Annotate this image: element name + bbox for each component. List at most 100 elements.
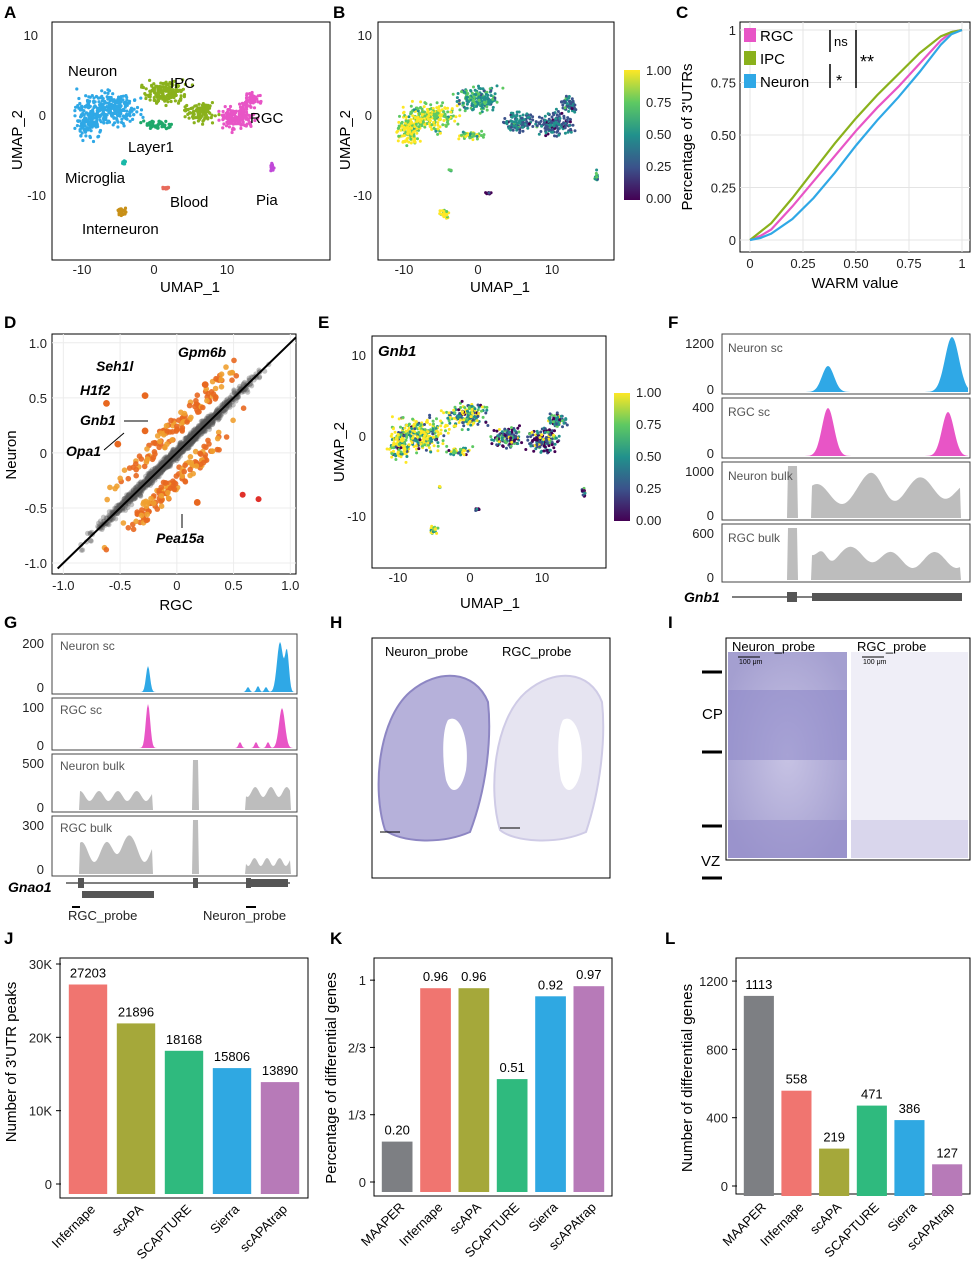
d-gene-point (187, 433, 193, 439)
umap-cell-point (471, 411, 474, 415)
panel-letter-k: K (330, 929, 343, 948)
umap-cell-point (423, 125, 427, 129)
umap-cell-point (438, 209, 442, 213)
a-cell-point (181, 87, 185, 91)
umap-cell-point (541, 438, 545, 441)
umap-cell-point (417, 111, 421, 115)
a-cell-point (250, 98, 254, 102)
a-cell-point (162, 81, 166, 85)
d-gene-point (219, 411, 225, 417)
umap-cell-point (498, 432, 502, 436)
a-cell-point (100, 99, 104, 103)
e-colorbar (614, 393, 630, 521)
umap-cell-point (509, 444, 513, 448)
umap-cell-point (495, 100, 499, 104)
umap-cell-point (453, 119, 457, 123)
umap-cell-point (554, 436, 558, 440)
umap-cell-point (442, 411, 446, 415)
d-sig-gene-point (164, 441, 170, 447)
umap-cell-point (527, 122, 531, 126)
panel-i: Neuron_probe RGC_probe 100 μm 100 μm CP … (701, 637, 971, 880)
umap-cell-point (457, 408, 461, 412)
umap-cell-point (403, 426, 407, 430)
bar-j-category-label: Infernape (49, 1202, 98, 1251)
d-gene-point (106, 522, 112, 528)
d-sig-gene-point (186, 402, 193, 409)
a-cell-point (148, 78, 152, 82)
a-cell-point (127, 112, 131, 117)
umap-cell-point (397, 126, 401, 130)
umap-cell-point (485, 108, 489, 112)
c-ytick: 0.50 (711, 128, 736, 143)
d-sig-gene-point (143, 503, 150, 510)
g-max-0: 200 (22, 636, 44, 651)
umap-cell-point (537, 132, 541, 136)
d-sig-gene-point (218, 376, 224, 383)
a-cell-point (106, 91, 110, 95)
bar-l-bar-scapture (856, 1105, 887, 1196)
d-highlight-point-opa1 (114, 440, 122, 448)
a-cell-point (187, 116, 191, 120)
umap-cell-point (437, 118, 441, 122)
umap-cell-point (407, 123, 411, 127)
a-cell-point (198, 113, 202, 117)
umap-cell-point (413, 140, 417, 144)
umap-cell-point (410, 121, 413, 125)
d-gene-point (236, 385, 242, 391)
umap-cell-point (543, 114, 547, 118)
panel-letter-l: L (665, 929, 675, 948)
a-cell-point (248, 116, 252, 120)
umap-cell-point (540, 433, 544, 437)
d-gene-point (191, 437, 197, 443)
umap-cell-point (544, 124, 548, 128)
d-highlight-label-gnb1: Gnb1 (80, 412, 116, 428)
umap-cell-point (564, 417, 568, 421)
d-sig-gene-point (165, 489, 171, 496)
panel-letter-a: A (4, 3, 16, 22)
umap-cell-point (540, 116, 544, 120)
a-cell-point (90, 94, 94, 98)
bar-j-value-label: 27203 (70, 966, 106, 981)
umap-cell-point (435, 429, 439, 433)
umap-cell-point (520, 441, 524, 445)
umap-cell-point (429, 436, 433, 440)
d-gene-point (190, 438, 196, 444)
panel-letter-g: G (4, 613, 17, 632)
d-gene-point (131, 496, 137, 502)
d-sig-gene-point (223, 364, 229, 370)
umap-cell-point (466, 422, 470, 426)
a-cell-point (132, 107, 136, 111)
l-ylabel: Number of differential genes (679, 984, 696, 1172)
c-lines (749, 28, 963, 242)
bar-j-category-label: scAPA (109, 1201, 147, 1239)
d-xtick: -1.0 (52, 578, 74, 593)
umap-cell-point (556, 129, 560, 133)
d-gene-point (124, 492, 130, 498)
d-highlight-label-h1f2: H1f2 (80, 382, 111, 398)
d-gene-point (185, 445, 191, 451)
umap-cell-point (436, 127, 440, 131)
a-cell-point (75, 87, 79, 91)
a-cell-point (81, 138, 85, 143)
d-ytick: 0 (40, 446, 47, 461)
umap-cell-point (465, 417, 469, 421)
umap-cell-point (399, 128, 403, 132)
umap-cell-point (570, 107, 574, 111)
a-cell-point (97, 100, 101, 104)
d-gene-point (132, 495, 138, 501)
umap-cell-point (458, 108, 462, 112)
umap-cell-point (481, 96, 485, 100)
umap-cell-point (478, 111, 482, 115)
d-gene-point (172, 456, 178, 462)
umap-cell-point (396, 433, 400, 437)
umap-cell-point (536, 431, 540, 435)
umap-cell-point (390, 455, 394, 459)
bar-j-bar-sierra (212, 1068, 252, 1194)
d-gene-point (208, 412, 214, 418)
d-gene-point (211, 418, 217, 425)
a-cell-point (230, 112, 234, 116)
umap-cell-point (531, 118, 535, 122)
bar-k-value-label: 0.96 (423, 969, 448, 984)
umap-cell-point (390, 452, 394, 456)
a-cell-point (196, 119, 200, 123)
